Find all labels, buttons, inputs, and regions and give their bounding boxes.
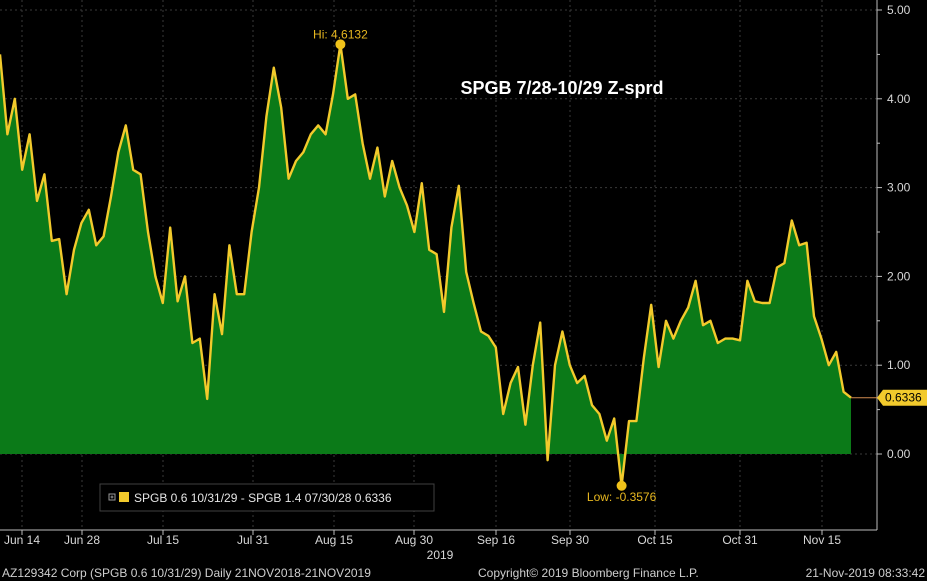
footer: AZ129342 Corp (SPGB 0.6 10/31/29) Daily … [2, 566, 925, 580]
y-tick-label: 5.00 [887, 3, 911, 17]
x-tick-label: Sep 16 [477, 533, 515, 547]
low-label: Low: -0.3576 [587, 490, 657, 504]
low-marker [616, 480, 627, 491]
footer-left: AZ129342 Corp (SPGB 0.6 10/31/29) Daily … [2, 566, 371, 580]
x-tick-label: Jun 14 [4, 533, 40, 547]
high-marker [335, 39, 346, 50]
high-label: Hi: 4.6132 [313, 27, 368, 41]
legend-expand-icon[interactable] [108, 493, 116, 501]
x-year-label: 2019 [427, 548, 454, 562]
footer-right: 21-Nov-2019 08:33:42 [806, 566, 926, 580]
y-tick-label: 2.00 [887, 269, 911, 283]
chart-title: SPGB 7/28-10/29 Z-sprd [460, 78, 663, 98]
y-tick-label: 3.00 [887, 181, 911, 195]
legend[interactable]: SPGB 0.6 10/31/29 - SPGB 1.4 07/30/28 0.… [99, 483, 435, 512]
y-tick-label: 4.00 [887, 92, 911, 106]
x-tick-label: Jun 28 [64, 533, 100, 547]
x-tick-label: Oct 15 [637, 533, 673, 547]
x-tick-label: Sep 30 [551, 533, 589, 547]
series-line [0, 43, 852, 487]
x-tick-label: Aug 15 [315, 533, 353, 547]
legend-label: SPGB 0.6 10/31/29 - SPGB 1.4 07/30/28 0.… [134, 491, 392, 505]
x-tick-label: Jul 31 [237, 533, 269, 547]
y-tick-label: 0.00 [887, 447, 911, 461]
legend-box [99, 483, 435, 512]
last-value-label: 0.6336 [885, 391, 922, 405]
footer-center: Copyright© 2019 Bloomberg Finance L.P. [478, 566, 699, 580]
markers: Hi: 4.6132 Low: -0.3576 0.6336 [313, 27, 927, 504]
x-tick-label: Jul 15 [147, 533, 179, 547]
axes: 0.00 1.00 2.00 3.00 4.00 5.00 Jun 14 Jun 28 Jul … [0, 0, 911, 562]
x-tick-label: Nov 15 [803, 533, 841, 547]
x-tick-label: Aug 30 [395, 533, 433, 547]
y-tick-label: 1.00 [887, 358, 911, 372]
last-value-box [877, 389, 927, 406]
x-tick-label: Oct 31 [722, 533, 758, 547]
series-area [0, 44, 851, 486]
legend-swatch [119, 492, 129, 502]
